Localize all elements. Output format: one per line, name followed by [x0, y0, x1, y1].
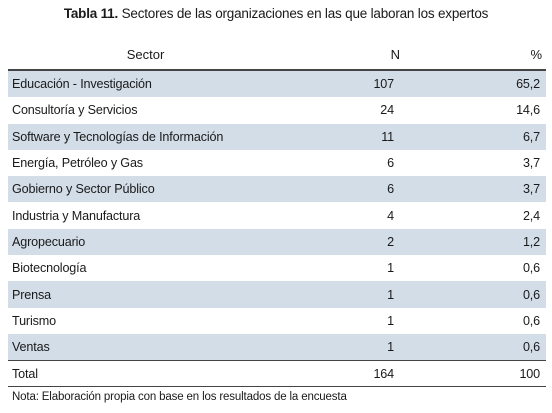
cell-percent: 65,2 — [516, 77, 540, 92]
table-row: Industria y Manufactura 4 2,4 — [8, 202, 546, 228]
cell-sector: Biotecnología — [12, 261, 87, 276]
cell-n: 1 — [387, 261, 394, 276]
table-row: Energía, Petróleo y Gas 6 3,7 — [8, 150, 546, 176]
table-row: Ventas 1 0,6 — [8, 333, 546, 361]
cell-sector: Ventas — [12, 340, 50, 355]
cell-n: 1 — [387, 287, 394, 302]
table-row: Gobierno y Sector Público 6 3,7 — [8, 176, 546, 203]
table-row: Prensa 1 0,6 — [8, 281, 546, 308]
table-note: Nota: Elaboración propia con base en los… — [12, 391, 347, 403]
cell-percent: 3,7 — [522, 156, 540, 171]
total-percent: 100 — [519, 366, 540, 381]
cell-sector: Prensa — [12, 287, 52, 302]
column-header-n: N — [390, 47, 400, 62]
cell-n: 11 — [381, 129, 394, 144]
table-caption: Tabla 11. Sectores de las organizaciones… — [0, 6, 552, 21]
table-row: Consultoría y Servicios 24 14,6 — [8, 97, 546, 123]
cell-n: 4 — [387, 208, 394, 223]
cell-n: 6 — [387, 182, 394, 197]
total-label: Total — [12, 366, 38, 381]
cell-n: 2 — [387, 234, 394, 249]
sectors-table: Sector N % Educación - Investigación 107… — [8, 40, 546, 388]
cell-sector: Agropecuario — [12, 234, 86, 249]
cell-percent: 0,6 — [522, 313, 540, 328]
table-total-row: Total 164 100 — [8, 360, 546, 388]
cell-percent: 1,2 — [522, 234, 540, 249]
cell-sector: Gobierno y Sector Público — [12, 182, 155, 197]
cell-sector: Software y Tecnologías de Información — [12, 129, 224, 144]
cell-percent: 6,7 — [522, 129, 540, 144]
cell-sector: Educación - Investigación — [12, 77, 152, 92]
cell-percent: 2,4 — [522, 208, 540, 223]
cell-n: 6 — [387, 156, 394, 171]
cell-sector: Industria y Manufactura — [12, 208, 141, 223]
cell-percent: 3,7 — [522, 182, 540, 197]
table-row: Biotecnología 1 0,6 — [8, 255, 546, 281]
table-caption-label: Tabla 11. — [63, 6, 119, 21]
cell-percent: 0,6 — [522, 340, 540, 355]
cell-n: 1 — [387, 313, 394, 328]
total-n: 164 — [373, 366, 394, 381]
table-row: Software y Tecnologías de Información 11… — [8, 123, 546, 150]
cell-n: 1 — [387, 340, 394, 355]
cell-n: 24 — [380, 103, 394, 118]
table-row: Turismo 1 0,6 — [8, 308, 546, 334]
cell-sector: Energía, Petróleo y Gas — [12, 156, 143, 171]
cell-percent: 0,6 — [522, 287, 540, 302]
column-header-percent: % — [530, 47, 542, 62]
cell-percent: 0,6 — [522, 261, 540, 276]
cell-percent: 14,6 — [516, 103, 540, 118]
table-header-row: Sector N % — [8, 40, 546, 71]
table-caption-text: Sectores de las organizaciones en las qu… — [118, 6, 489, 21]
table-row: Educación - Investigación 107 65,2 — [8, 71, 546, 98]
column-header-sector: Sector — [126, 47, 165, 62]
table-row: Agropecuario 2 1,2 — [8, 228, 546, 256]
cell-sector: Turismo — [12, 313, 56, 328]
cell-sector: Consultoría y Servicios — [12, 103, 138, 118]
cell-n: 107 — [373, 77, 394, 92]
